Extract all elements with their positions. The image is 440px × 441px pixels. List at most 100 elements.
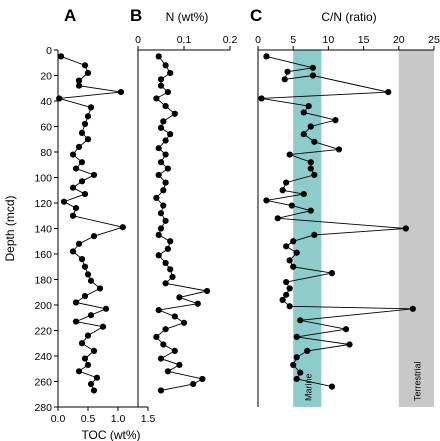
data-point bbox=[157, 124, 165, 131]
data-point bbox=[84, 332, 92, 339]
data-point bbox=[176, 294, 183, 301]
data-point bbox=[155, 145, 162, 152]
data-point bbox=[164, 165, 171, 172]
data-point bbox=[75, 368, 83, 375]
panel-b-nitrogen: 0 0.1 0.2 N (wt%) B bbox=[130, 6, 237, 407]
data-point bbox=[162, 217, 169, 224]
x-tick-label: 1.0 bbox=[111, 413, 126, 425]
y-tick-label: 280 bbox=[34, 402, 52, 414]
data-point bbox=[311, 171, 318, 179]
panel-c-cn-ratio: Marine Terrestrial 0 5 10 15 20 25 C/N (ratio) C bbox=[250, 6, 440, 407]
data-point bbox=[402, 225, 409, 232]
data-point bbox=[72, 318, 80, 325]
data-point bbox=[87, 277, 95, 284]
data-point bbox=[87, 380, 95, 388]
x-tick-label: 0.5 bbox=[81, 413, 96, 425]
data-point bbox=[274, 215, 281, 222]
data-point bbox=[155, 307, 162, 314]
y-axis-title: Depth (mcd) bbox=[3, 195, 17, 261]
data-point bbox=[84, 113, 92, 120]
data-point bbox=[157, 82, 165, 89]
data-point bbox=[60, 198, 68, 205]
x-tick-label: 0 bbox=[255, 34, 261, 46]
data-point bbox=[162, 62, 169, 69]
x-tick-label: 1.5 bbox=[141, 413, 156, 425]
data-point bbox=[99, 323, 107, 330]
data-point bbox=[72, 205, 80, 212]
data-point bbox=[90, 233, 98, 240]
data-point bbox=[279, 296, 286, 303]
data-point bbox=[283, 291, 290, 298]
data-point bbox=[263, 53, 270, 60]
y-tick-label: 260 bbox=[34, 377, 52, 389]
data-point bbox=[160, 187, 167, 194]
data-point bbox=[81, 190, 89, 198]
data-point bbox=[311, 231, 318, 238]
data-point bbox=[69, 212, 77, 219]
data-point bbox=[297, 317, 304, 324]
data-point bbox=[157, 225, 165, 232]
data-point bbox=[81, 292, 89, 300]
data-point bbox=[180, 319, 188, 326]
data-point bbox=[309, 72, 317, 79]
data-point bbox=[328, 383, 336, 390]
panel-letter: B bbox=[130, 6, 142, 25]
x-tick-label: 0.2 bbox=[223, 34, 238, 46]
x-axis-title: TOC (wt%) bbox=[81, 428, 140, 441]
data-point bbox=[90, 347, 98, 354]
data-point bbox=[297, 369, 304, 376]
data-point bbox=[75, 240, 83, 247]
data-point bbox=[162, 137, 169, 144]
data-point bbox=[332, 117, 339, 124]
data-point bbox=[160, 341, 167, 348]
y-tick-label: 100 bbox=[34, 173, 52, 185]
data-point bbox=[57, 53, 65, 60]
data-point bbox=[293, 354, 300, 361]
data-point bbox=[153, 194, 160, 201]
data-point bbox=[153, 95, 160, 102]
data-point bbox=[307, 123, 314, 130]
y-tick-label: 180 bbox=[34, 275, 52, 287]
data-point bbox=[72, 165, 80, 172]
data-point bbox=[199, 375, 206, 383]
data-point bbox=[335, 146, 343, 153]
data-point bbox=[288, 202, 295, 209]
data-point bbox=[304, 347, 311, 354]
x-tick-label: 10 bbox=[323, 34, 335, 46]
data-point bbox=[155, 252, 162, 259]
data-point bbox=[203, 287, 211, 295]
data-point bbox=[93, 374, 101, 381]
data-point bbox=[305, 103, 312, 110]
data-point bbox=[78, 129, 86, 136]
data-point bbox=[78, 256, 86, 263]
data-point bbox=[87, 312, 95, 319]
data-point bbox=[155, 53, 162, 60]
data-point bbox=[290, 263, 297, 270]
y-tick-label: 20 bbox=[40, 71, 52, 83]
data-point bbox=[78, 159, 86, 166]
data-point bbox=[279, 187, 286, 194]
y-tick-label: 220 bbox=[34, 326, 52, 338]
data-point bbox=[155, 231, 162, 238]
data-point bbox=[157, 159, 165, 166]
data-point bbox=[78, 178, 86, 185]
data-point bbox=[153, 333, 160, 340]
data-point bbox=[309, 64, 317, 71]
data-point bbox=[167, 131, 174, 138]
data-point bbox=[69, 248, 77, 255]
panel-letter: C bbox=[250, 6, 262, 25]
data-point bbox=[162, 151, 169, 158]
data-point bbox=[346, 341, 353, 348]
data-point bbox=[409, 305, 416, 312]
x-tick-label: 20 bbox=[393, 34, 405, 46]
y-tick-label: 0 bbox=[46, 45, 52, 57]
marine-band bbox=[293, 50, 322, 407]
data-point bbox=[90, 387, 98, 394]
data-point bbox=[75, 143, 83, 150]
data-point bbox=[164, 88, 171, 96]
data-point bbox=[190, 380, 197, 388]
data-point bbox=[293, 375, 300, 383]
data-point bbox=[281, 76, 288, 83]
data-point bbox=[157, 76, 165, 83]
